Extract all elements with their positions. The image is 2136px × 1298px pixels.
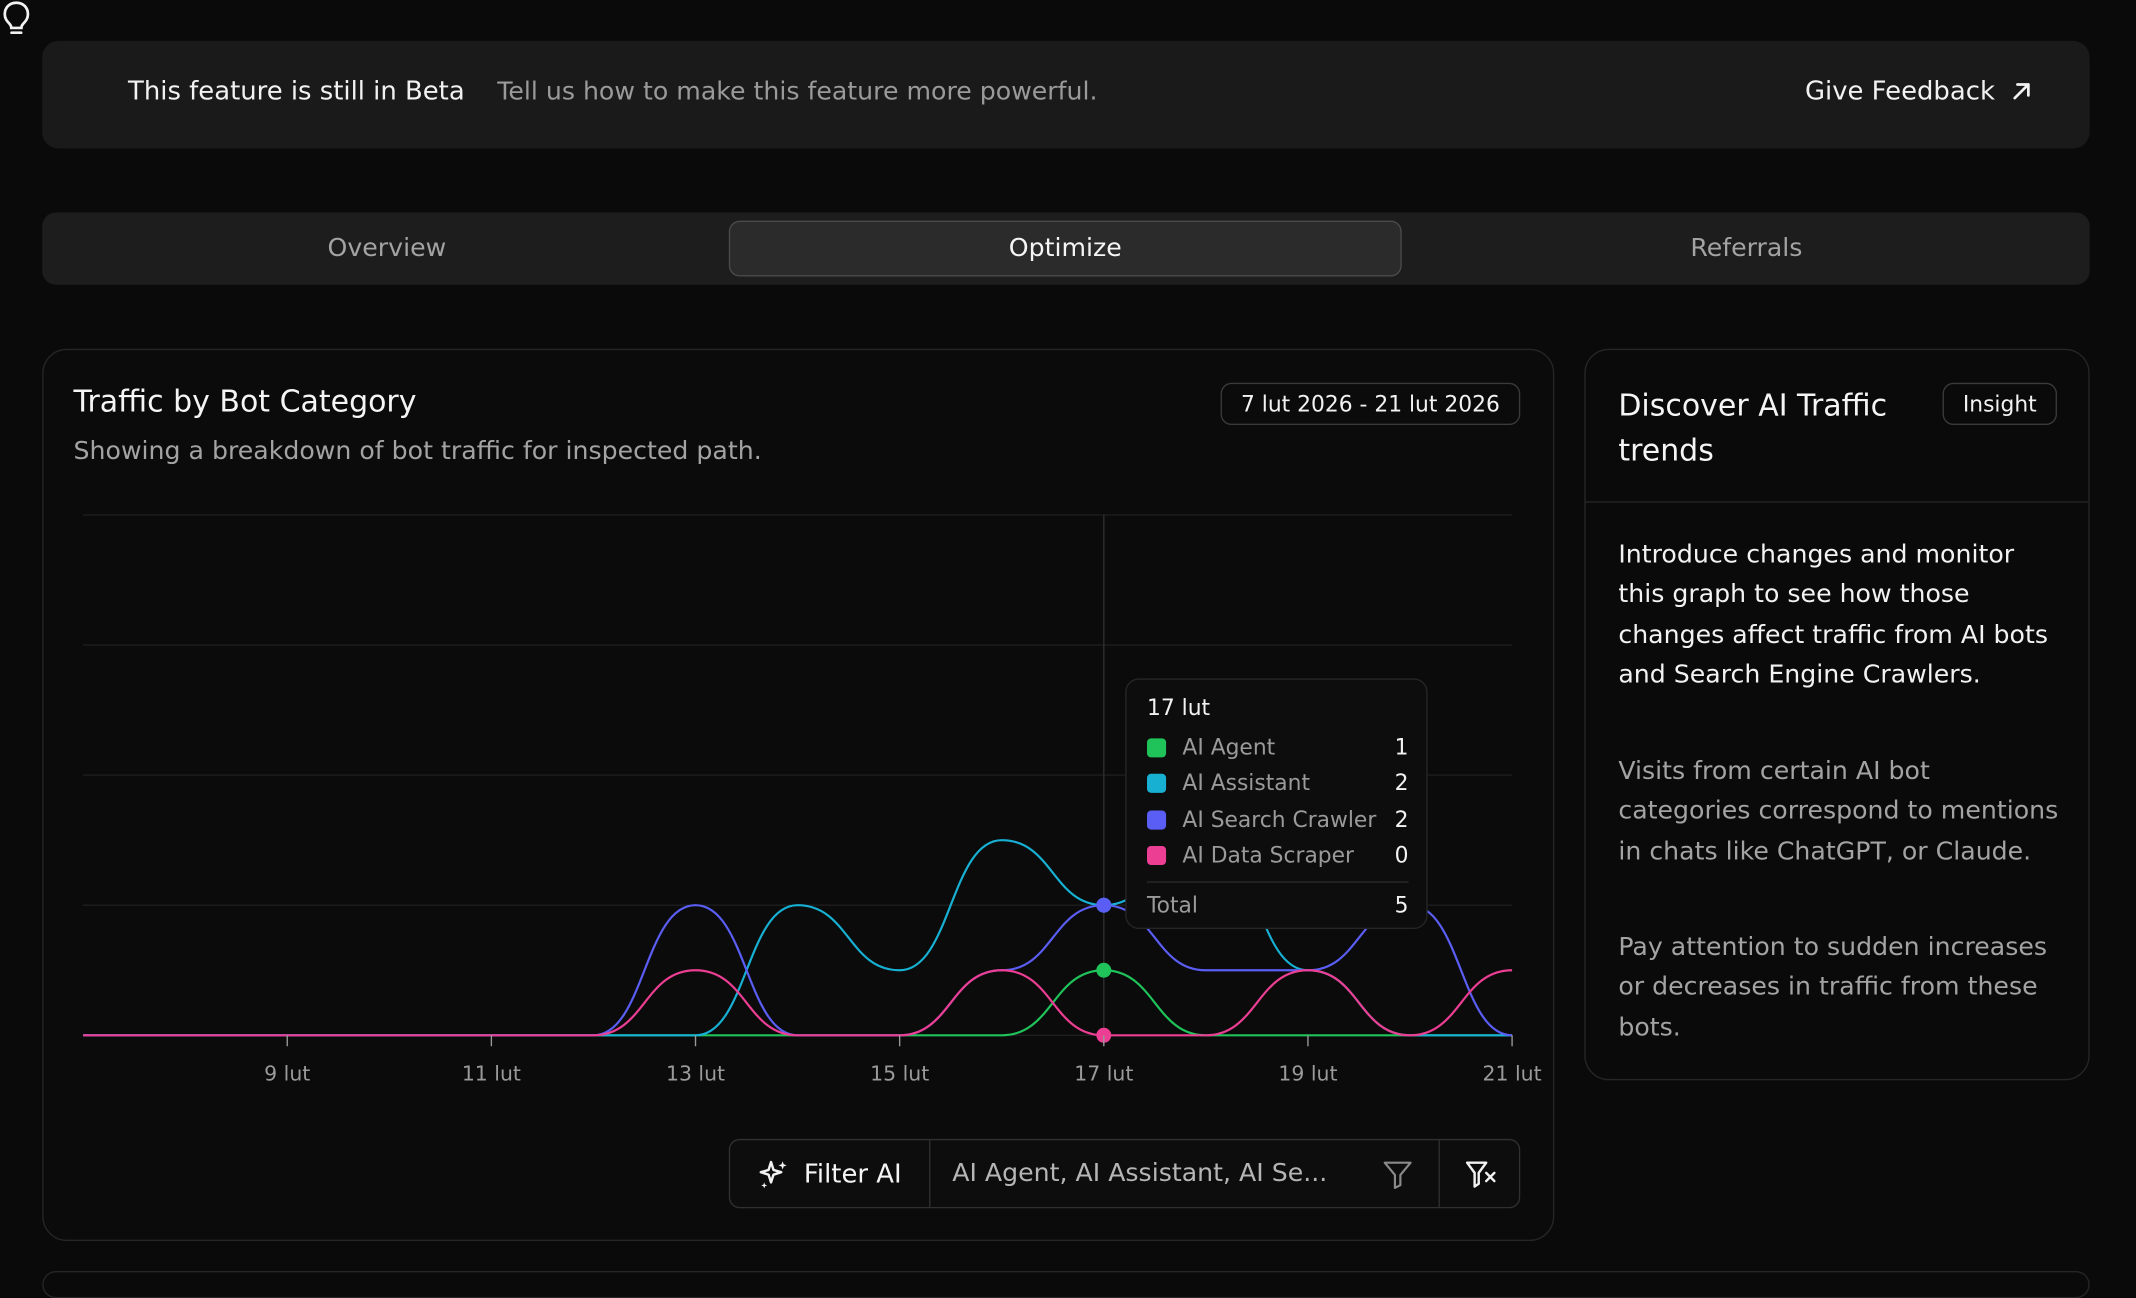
highlight-point-ai-agent	[1096, 962, 1112, 978]
filter-ai-label: Filter AI	[803, 1158, 902, 1189]
insight-paragraph-2: Visits from certain AI bot categories co…	[1618, 757, 2059, 866]
x-tick-label: 9 lut	[264, 1061, 310, 1085]
bot-category-filter-input[interactable]	[930, 1140, 1440, 1207]
insight-divider	[1585, 501, 2089, 503]
highlight-points	[1096, 897, 1112, 1043]
tooltip-row-ai-agent: AI Agent 1	[1147, 734, 1409, 761]
view-tabs: Overview Optimize Referrals	[42, 212, 2090, 285]
tooltip-series-name: AI Agent	[1182, 734, 1276, 761]
beta-title: This feature is still in Beta	[128, 76, 465, 107]
tooltip-row-ai-search-crawler: AI Search Crawler 2	[1147, 806, 1409, 833]
x-tick-label: 11 lut	[462, 1061, 521, 1085]
clear-filter-button[interactable]	[1438, 1140, 1522, 1207]
next-card-edge	[42, 1270, 2090, 1298]
legend-swatch	[1147, 773, 1167, 793]
tooltip-series-name: AI Data Scraper	[1182, 841, 1355, 868]
lightbulb-icon	[3, 1, 30, 35]
chart-series	[83, 839, 1513, 1037]
insight-card	[1584, 348, 2090, 1081]
tooltip-series-name: AI Search Crawler	[1182, 806, 1377, 833]
filter-ai-button[interactable]: Filter AI	[730, 1140, 931, 1207]
legend-swatch	[1147, 810, 1167, 830]
chart-title: Traffic by Bot Category	[73, 385, 417, 420]
insight-badge: Insight	[1942, 382, 2057, 426]
x-axis: 9 lut 11 lut 13 lut 15 lut 17 lut 19 lut 21 lu…	[264, 1035, 1542, 1085]
tooltip-series-value: 2	[1394, 806, 1409, 833]
x-tick-label: 17 lut	[1074, 1061, 1133, 1085]
insight-paragraph-1: Introduce changes and monitor this graph…	[1618, 540, 2048, 690]
legend-swatch	[1147, 738, 1167, 758]
filter-funnel-icon[interactable]	[1381, 1158, 1414, 1191]
tooltip-total-row: Total 5	[1147, 892, 1409, 919]
date-range-picker[interactable]: 7 lut 2026 - 21 lut 2026	[1220, 382, 1521, 426]
give-feedback-label: Give Feedback	[1804, 76, 1995, 107]
give-feedback-link[interactable]: Give Feedback	[1805, 76, 2033, 106]
series-line-ai-data-scraper	[83, 969, 1513, 1037]
chart-tooltip: 17 lut AI Agent 1 AI Assistant 2 AI Sear…	[1125, 678, 1428, 930]
tooltip-date: 17 lut	[1147, 694, 1211, 721]
filter-clear-icon	[1465, 1160, 1496, 1188]
tooltip-series-value: 2	[1394, 769, 1409, 796]
tab-optimize[interactable]: Optimize	[728, 220, 1402, 277]
tooltip-row-ai-data-scraper: AI Data Scraper 0	[1147, 842, 1409, 869]
arrow-up-right-icon	[2014, 83, 2031, 100]
legend-swatch	[1147, 845, 1167, 866]
x-tick-label: 15 lut	[870, 1061, 929, 1085]
tab-overview[interactable]: Overview	[327, 234, 447, 263]
beta-subtitle: Tell us how to make this feature more po…	[497, 77, 1098, 107]
insight-title: Discover AI Traffic trends	[1618, 389, 1888, 469]
tooltip-series-name: AI Assistant	[1182, 769, 1310, 796]
tooltip-total-value: 5	[1394, 892, 1409, 919]
traffic-line-chart: 9 lut 11 lut 13 lut 15 lut 17 lut 19 lut 21 lu…	[83, 514, 1542, 1085]
tooltip-total-label: Total	[1147, 892, 1198, 919]
x-tick-label: 21 lut	[1483, 1061, 1542, 1085]
filter-bar: Filter AI	[728, 1138, 1522, 1209]
x-tick-label: 19 lut	[1278, 1061, 1337, 1085]
tab-referrals[interactable]: Referrals	[1690, 234, 1803, 263]
sparkles-icon	[759, 1160, 787, 1188]
tooltip-divider	[1147, 881, 1409, 883]
tooltip-row-ai-assistant: AI Assistant 2	[1147, 770, 1409, 797]
insight-paragraph-3: Pay attention to sudden increases or dec…	[1618, 933, 2047, 1042]
x-tick-label: 13 lut	[666, 1061, 725, 1085]
chart-subtitle: Showing a breakdown of bot traffic for i…	[73, 437, 762, 466]
tooltip-series-value: 0	[1394, 841, 1409, 868]
series-line-ai-agent	[83, 969, 1513, 1037]
beta-banner	[42, 40, 2090, 149]
tooltip-series-value: 1	[1394, 734, 1409, 761]
highlight-point-ai-search-crawler	[1096, 897, 1112, 913]
